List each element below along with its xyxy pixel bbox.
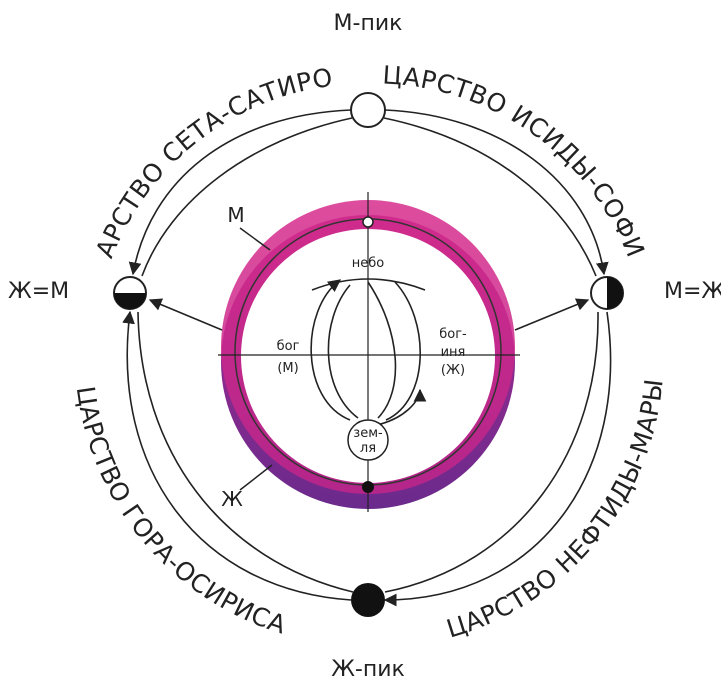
dot-bottom (362, 481, 374, 493)
zh-pointer (239, 464, 273, 491)
node-right (590, 276, 624, 310)
earth-node (347, 419, 389, 461)
outer-arrows (122, 109, 612, 607)
dot-top (362, 216, 374, 228)
god-label: (М) (277, 361, 298, 376)
zh-label: Ж (221, 487, 243, 511)
goddess-label: иня (441, 345, 466, 360)
goddess-label: (Ж) (441, 363, 465, 378)
top-label: М-пик (334, 11, 403, 36)
kingdom-text: ЦАРСТВО СЕТА-САТИРОВ (0, 0, 334, 262)
node-bottom (351, 583, 385, 617)
god-label: бог (277, 339, 300, 354)
left-label: Ж=М (8, 279, 69, 304)
kingdom-label: ЦАРСТВО СЕТА-САТИРОВ (0, 0, 335, 262)
arrow-left (148, 298, 223, 331)
m-pointer (239, 227, 271, 251)
earth-label: ля (360, 441, 376, 456)
node-top (350, 92, 386, 128)
bottom-label: Ж-пик (331, 657, 405, 682)
right-label: М=Ж (664, 279, 721, 304)
goddess-label: бог- (439, 327, 467, 342)
node-left (113, 276, 147, 310)
arrow-right (514, 298, 590, 331)
sky-label: небо (352, 256, 385, 271)
earth-label: зем- (353, 426, 383, 441)
m-label: М (227, 203, 244, 227)
